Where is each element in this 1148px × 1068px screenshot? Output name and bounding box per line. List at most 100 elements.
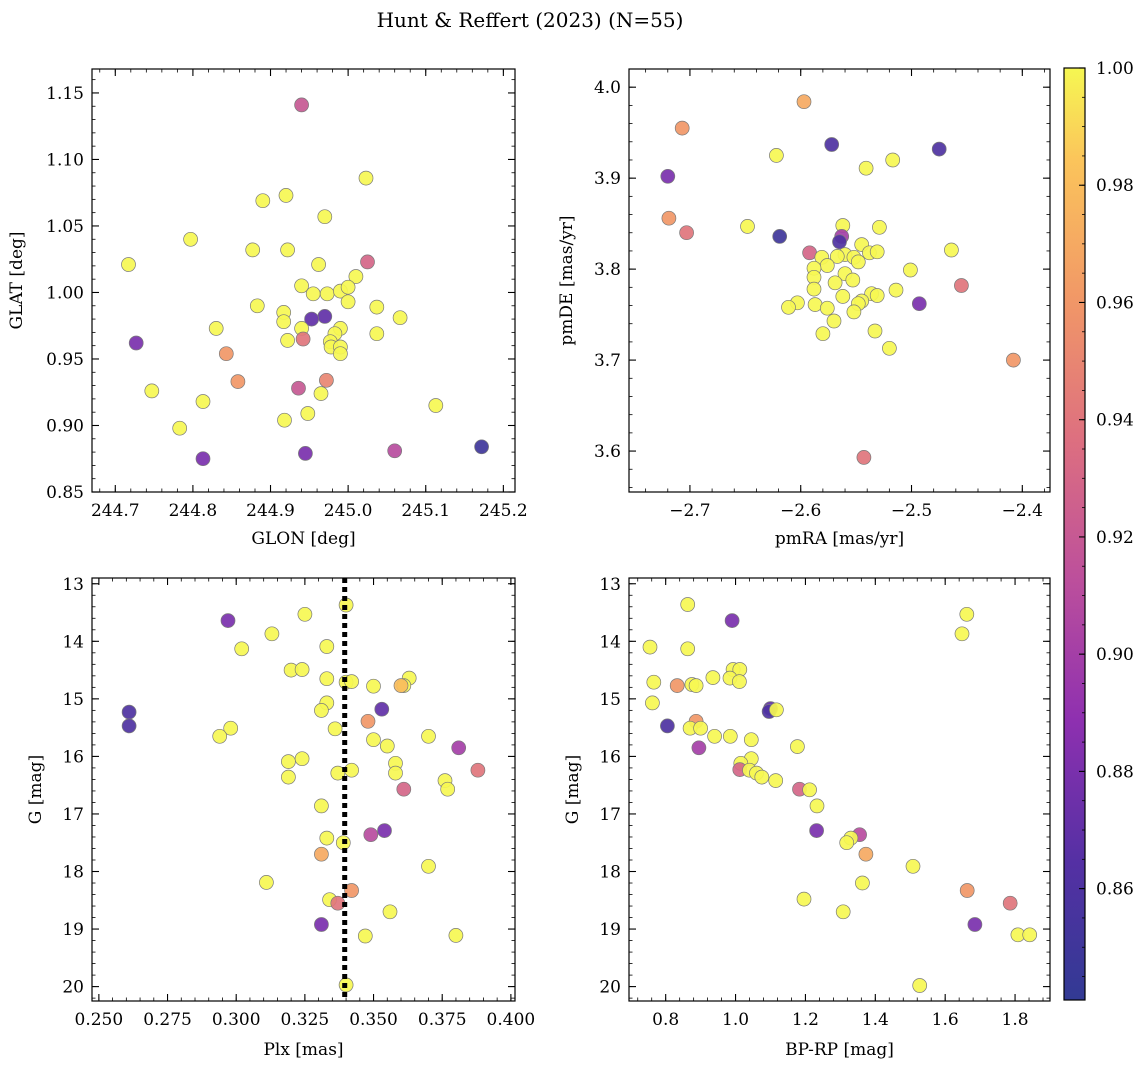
scatter-point bbox=[374, 701, 390, 717]
scatter-point bbox=[230, 374, 246, 389]
y-tick-label: 16 bbox=[599, 747, 621, 767]
scatter-point bbox=[387, 443, 403, 459]
panel-glon-glat: 244.7 244.8 244.9 245.0 245.1 245.2 0.85 0.90 0.… bbox=[7, 68, 528, 549]
scatter-point bbox=[911, 296, 927, 312]
axes-frame bbox=[628, 68, 1051, 493]
scatter-point bbox=[885, 152, 901, 168]
panel-bprp-g: 0.8 1.0 1.2 1.4 1.6 1.8 13 14 15 16 17 18 19 20 BP-RP… bbox=[563, 575, 1051, 1060]
scatter-point bbox=[319, 639, 335, 654]
scatter-point bbox=[281, 754, 296, 769]
y-axis-label: G [mag] bbox=[26, 755, 46, 824]
scatter-point bbox=[781, 299, 796, 315]
colorbar-frame bbox=[1063, 67, 1086, 1001]
y-tick-label: 0.90 bbox=[46, 416, 84, 436]
scatter-point bbox=[796, 891, 812, 907]
scatter-point bbox=[790, 739, 805, 754]
x-tick-label: 1.2 bbox=[792, 1010, 819, 1030]
scatter-point bbox=[314, 917, 329, 932]
scatter-point bbox=[128, 335, 144, 351]
scatter-point bbox=[428, 398, 444, 413]
scatter-point bbox=[954, 626, 970, 642]
scatter-point bbox=[311, 257, 326, 272]
scatter-point bbox=[195, 451, 211, 467]
scatter-point bbox=[319, 286, 335, 302]
colorbar-tick-label: 0.90 bbox=[1096, 645, 1134, 665]
scatter-point bbox=[1022, 927, 1038, 943]
scatter-point bbox=[358, 170, 374, 186]
scatter-point bbox=[295, 331, 311, 347]
scatter-point bbox=[967, 917, 983, 932]
scatter-points bbox=[660, 94, 1021, 465]
y-tick-label: 4.0 bbox=[594, 78, 621, 98]
colorbar-tick-label: 0.96 bbox=[1096, 293, 1134, 313]
x-tick-label: −2.5 bbox=[891, 501, 932, 521]
y-tick-label: 18 bbox=[62, 863, 84, 883]
x-tick-label: 0.325 bbox=[281, 1010, 330, 1030]
scatter-point bbox=[769, 148, 784, 163]
y-tick-label: 19 bbox=[62, 920, 84, 940]
scatter-point bbox=[809, 823, 824, 838]
scatter-point bbox=[348, 269, 364, 284]
y-tick-label: 3.8 bbox=[594, 260, 621, 280]
scatter-point bbox=[183, 231, 198, 247]
scatter-point bbox=[832, 234, 847, 250]
y-tick-label: 14 bbox=[599, 632, 621, 652]
scatter-point bbox=[421, 728, 436, 744]
colorbar-tick-label: 0.98 bbox=[1096, 176, 1134, 196]
scatter-point bbox=[669, 678, 685, 693]
scatter-point bbox=[645, 695, 660, 711]
y-tick-label: 19 bbox=[599, 920, 621, 940]
scatter-point bbox=[796, 94, 812, 110]
scatter-point bbox=[220, 613, 236, 628]
y-tick-label: 0.85 bbox=[46, 483, 84, 503]
scatter-point bbox=[276, 314, 292, 330]
panel-pmra-pmde: −2.7 −2.6 −2.5 −2.4 3.6 3.7 3.8 3.9 4.0 pmRA [ma… bbox=[557, 68, 1051, 549]
scatter-point bbox=[314, 703, 329, 718]
x-tick-label: 0.300 bbox=[212, 1010, 261, 1030]
scatter-point bbox=[661, 210, 677, 226]
scatter-point bbox=[360, 713, 376, 729]
scatter-point bbox=[298, 446, 313, 461]
axes-frame bbox=[628, 577, 1051, 1002]
scatter-point bbox=[172, 420, 188, 436]
x-axis-label: Plx [mas] bbox=[263, 1040, 343, 1060]
colorbar-tick-label: 0.92 bbox=[1096, 528, 1134, 548]
scatter-point bbox=[344, 883, 359, 898]
scatter-point bbox=[255, 193, 271, 209]
scatter-point bbox=[281, 769, 296, 785]
scatter-point bbox=[944, 242, 959, 258]
scatter-point bbox=[121, 704, 137, 720]
scatter-point bbox=[369, 299, 385, 315]
scatter-point bbox=[819, 300, 835, 316]
scatter-point bbox=[807, 297, 823, 312]
scatter-point bbox=[835, 289, 851, 304]
y-tick-label: 20 bbox=[599, 978, 621, 998]
scatter-point bbox=[396, 781, 412, 797]
y-tick-label: 1.05 bbox=[46, 217, 84, 237]
scatter-point bbox=[340, 294, 356, 310]
x-tick-label: 0.8 bbox=[652, 1010, 679, 1030]
scatter-point bbox=[855, 875, 870, 891]
scatter-point bbox=[291, 380, 306, 396]
axes-frame bbox=[91, 577, 516, 1002]
scatter-point bbox=[732, 674, 747, 689]
axes-frame bbox=[91, 68, 516, 493]
scatter-point bbox=[470, 762, 486, 778]
scatter-point bbox=[850, 254, 866, 270]
scatter-point bbox=[379, 738, 395, 754]
x-tick-label: 0.400 bbox=[487, 1010, 536, 1030]
x-axis-label: pmRA [mas/yr] bbox=[775, 529, 904, 549]
scatter-point bbox=[382, 904, 398, 920]
x-tick-label: −2.7 bbox=[669, 501, 710, 521]
scatter-point bbox=[357, 928, 373, 944]
scatter-point bbox=[722, 728, 738, 744]
scatter-point bbox=[691, 740, 707, 756]
scatter-point bbox=[249, 298, 265, 314]
scatter-point bbox=[705, 670, 721, 685]
scatter-point bbox=[858, 846, 874, 862]
y-tick-label: 0.95 bbox=[46, 350, 84, 370]
scatter-point bbox=[660, 168, 676, 184]
scatter-point bbox=[393, 678, 409, 693]
scatter-point bbox=[317, 209, 333, 225]
